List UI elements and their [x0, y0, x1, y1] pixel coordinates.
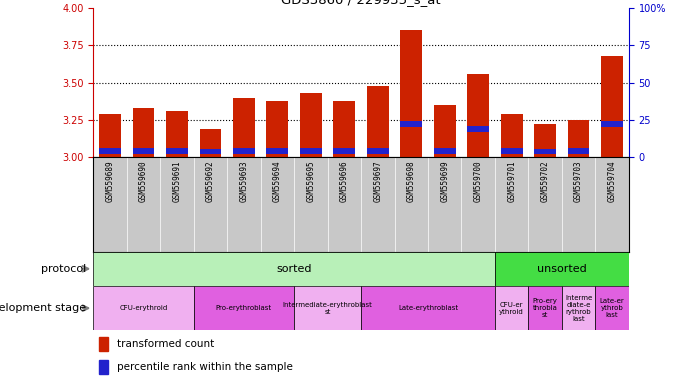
Bar — [233, 149, 255, 154]
Bar — [367, 86, 388, 157]
Bar — [534, 149, 556, 154]
Bar — [233, 98, 255, 157]
Bar — [501, 149, 522, 154]
Text: unsorted: unsorted — [537, 264, 587, 274]
Bar — [467, 126, 489, 132]
Bar — [529, 286, 562, 330]
Text: GSM559689: GSM559689 — [106, 160, 115, 202]
Bar — [193, 286, 294, 330]
Text: GSM559695: GSM559695 — [306, 160, 315, 202]
Bar — [300, 149, 322, 154]
Bar — [99, 337, 108, 351]
Text: transformed count: transformed count — [117, 339, 215, 349]
Text: GSM559704: GSM559704 — [607, 160, 616, 202]
Text: protocol: protocol — [41, 264, 86, 274]
Text: GSM559699: GSM559699 — [440, 160, 449, 202]
Text: CFU-erythroid: CFU-erythroid — [120, 305, 168, 311]
Bar — [200, 149, 221, 154]
Bar — [501, 114, 522, 157]
Bar — [99, 149, 121, 154]
Bar — [568, 149, 589, 154]
Bar — [133, 149, 154, 154]
Text: CFU-er
ythroid: CFU-er ythroid — [500, 302, 524, 314]
Bar — [267, 101, 288, 157]
Text: GSM559702: GSM559702 — [540, 160, 549, 202]
Text: GSM559690: GSM559690 — [139, 160, 148, 202]
Bar — [166, 111, 188, 157]
Bar — [601, 56, 623, 157]
Text: GSM559692: GSM559692 — [206, 160, 215, 202]
Bar — [534, 124, 556, 157]
Text: development stage: development stage — [0, 303, 86, 313]
Bar — [334, 149, 355, 154]
Text: GSM559693: GSM559693 — [239, 160, 248, 202]
Bar — [200, 129, 221, 157]
Bar — [562, 286, 596, 330]
Bar — [99, 360, 108, 374]
Text: Pro-erythroblast: Pro-erythroblast — [216, 305, 272, 311]
Bar — [400, 30, 422, 157]
Bar — [367, 149, 388, 154]
Text: Pro-ery
throbla
st: Pro-ery throbla st — [533, 298, 558, 318]
Text: GSM559700: GSM559700 — [474, 160, 483, 202]
Bar — [93, 286, 193, 330]
Bar — [99, 114, 121, 157]
Text: percentile rank within the sample: percentile rank within the sample — [117, 362, 293, 372]
Text: GSM559691: GSM559691 — [173, 160, 182, 202]
Bar — [434, 149, 455, 154]
Bar — [300, 93, 322, 157]
Bar — [601, 121, 623, 127]
Text: GSM559697: GSM559697 — [373, 160, 382, 202]
Text: Late-erythroblast: Late-erythroblast — [398, 305, 458, 311]
Bar — [467, 74, 489, 157]
Bar — [495, 252, 629, 286]
Bar — [400, 121, 422, 127]
Text: GSM559703: GSM559703 — [574, 160, 583, 202]
Text: GSM559698: GSM559698 — [407, 160, 416, 202]
Text: GSM559696: GSM559696 — [340, 160, 349, 202]
Bar — [361, 286, 495, 330]
Bar — [93, 252, 495, 286]
Bar — [334, 101, 355, 157]
Text: GSM559694: GSM559694 — [273, 160, 282, 202]
Bar — [495, 286, 529, 330]
Text: Intermediate-erythroblast
st: Intermediate-erythroblast st — [283, 302, 372, 314]
Text: sorted: sorted — [276, 264, 312, 274]
Bar — [133, 108, 154, 157]
Bar — [166, 149, 188, 154]
Title: GDS3860 / 229935_s_at: GDS3860 / 229935_s_at — [281, 0, 441, 7]
Bar — [267, 149, 288, 154]
Bar — [434, 105, 455, 157]
Text: Interme
diate-e
rythrob
last: Interme diate-e rythrob last — [565, 295, 592, 322]
Text: GSM559701: GSM559701 — [507, 160, 516, 202]
Text: Late-er
ythrob
last: Late-er ythrob last — [600, 298, 625, 318]
Bar — [294, 286, 361, 330]
Bar — [596, 286, 629, 330]
Bar — [568, 120, 589, 157]
